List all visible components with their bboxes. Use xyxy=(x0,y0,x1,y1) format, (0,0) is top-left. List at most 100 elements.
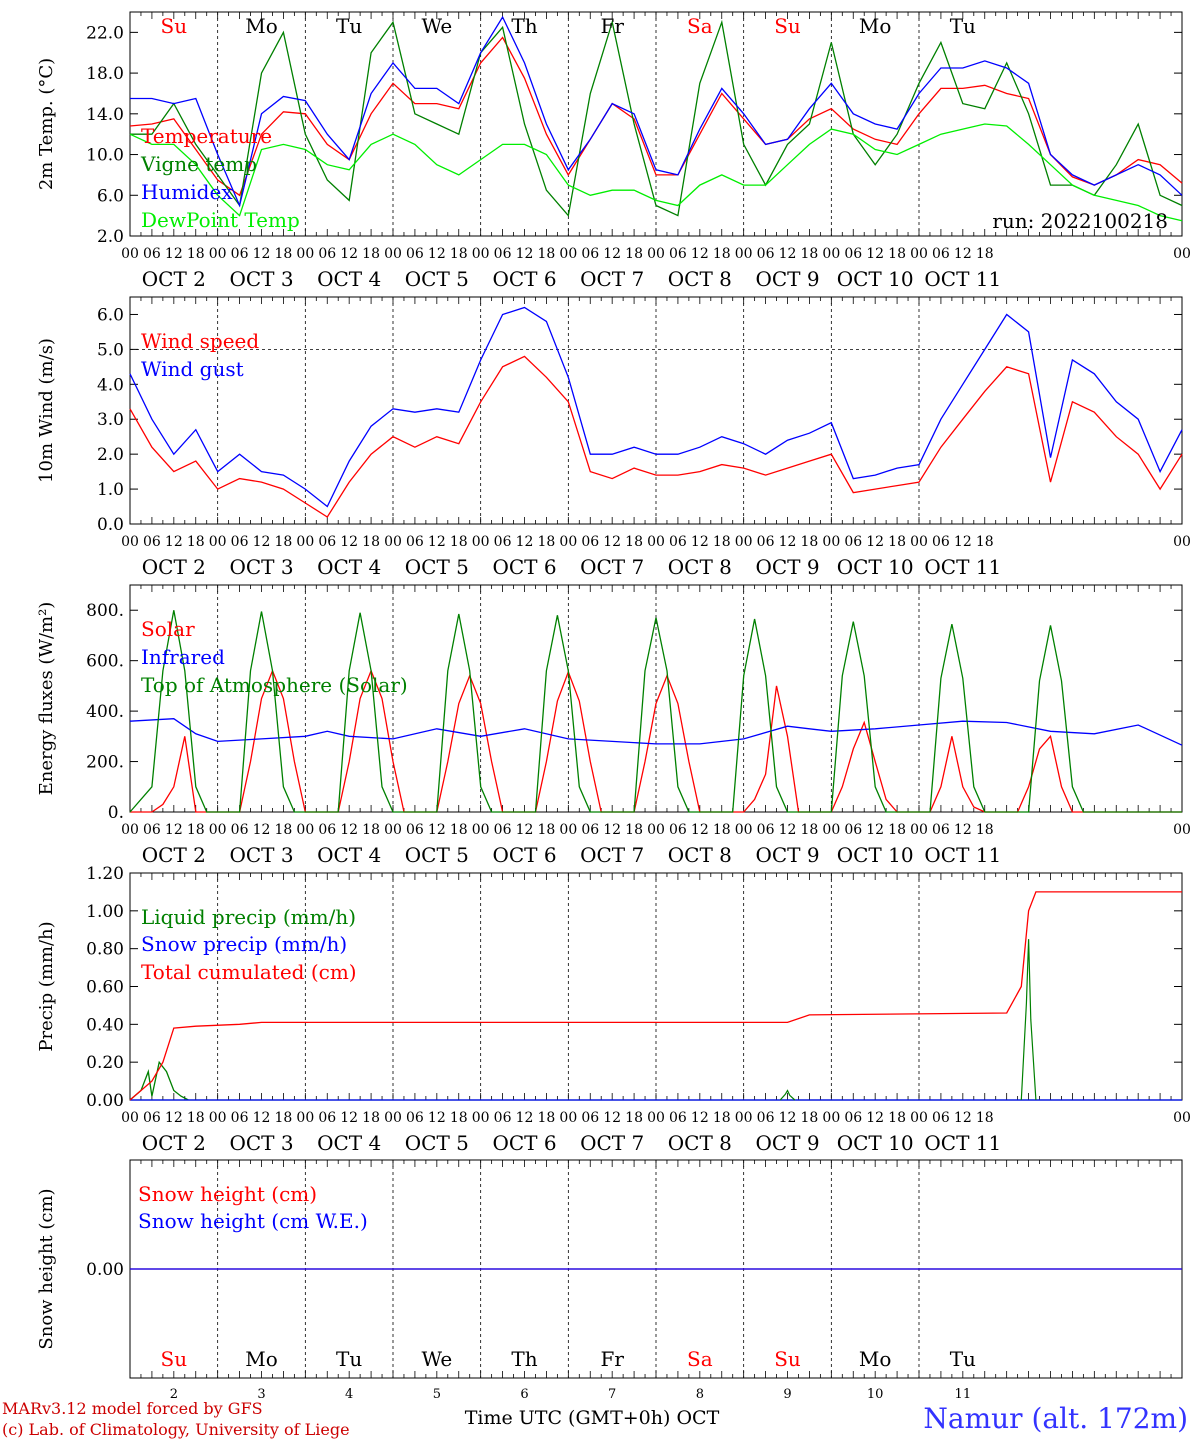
hour-tick-label: 18 xyxy=(888,1110,906,1126)
hour-tick-label: 12 xyxy=(253,246,271,262)
hour-tick-label: 18 xyxy=(538,1110,556,1126)
hour-tick-label: 06 xyxy=(143,822,161,838)
hour-tick-label: 12 xyxy=(603,822,621,838)
day-name: Tu xyxy=(950,14,976,38)
series-line xyxy=(129,355,1183,518)
date-label: OCT 10 xyxy=(837,267,914,291)
hour-tick-label: 18 xyxy=(625,246,643,262)
day-number: 11 xyxy=(955,1387,972,1402)
hour-tick-label: 18 xyxy=(362,822,380,838)
hour-tick-label: 18 xyxy=(713,822,731,838)
hour-tick-label: 06 xyxy=(932,534,950,550)
day-name: Su xyxy=(774,1347,801,1371)
hour-tick-label: 12 xyxy=(165,534,183,550)
hour-tick-label: 00 xyxy=(647,822,665,838)
x-axis-title: Time UTC (GMT+0h) OCT xyxy=(465,1407,720,1429)
day-name: Sa xyxy=(687,14,713,38)
hour-tick-label: 18 xyxy=(450,246,468,262)
day-number: 6 xyxy=(520,1387,528,1402)
hour-tick-label: 00 xyxy=(121,534,139,550)
hour-tick-label: 12 xyxy=(428,534,446,550)
hour-tick-label: 00 xyxy=(209,534,227,550)
series-line xyxy=(129,610,1182,813)
date-label: OCT 7 xyxy=(580,843,644,867)
date-label: OCT 8 xyxy=(668,1131,732,1155)
series-line xyxy=(130,15,1183,208)
date-label: OCT 9 xyxy=(755,843,819,867)
hour-tick-label: 00 xyxy=(209,1110,227,1126)
hour-tick-label: 06 xyxy=(406,246,424,262)
legend-entry: Solar xyxy=(141,617,195,641)
footer-credit: (c) Lab. of Climatology, University of L… xyxy=(2,1420,350,1439)
hour-tick-label: 00 xyxy=(121,246,139,262)
date-label: OCT 4 xyxy=(317,843,381,867)
y-tick-label: 200. xyxy=(86,753,124,773)
series-line xyxy=(129,123,1183,222)
hour-tick-label: 12 xyxy=(866,822,884,838)
hour-tick-label: 18 xyxy=(538,534,556,550)
day-number: 7 xyxy=(608,1387,616,1402)
y-tick-label: 0.00 xyxy=(86,1260,124,1280)
hour-tick-label: 00 xyxy=(1173,1110,1191,1126)
hour-tick-label: 00 xyxy=(822,1110,840,1126)
hour-tick-label: 18 xyxy=(187,534,205,550)
hour-tick-label: 06 xyxy=(581,246,599,262)
hour-tick-label: 06 xyxy=(494,534,512,550)
date-label: OCT 3 xyxy=(229,843,293,867)
hour-tick-label: 18 xyxy=(713,1110,731,1126)
hour-tick-label: 12 xyxy=(866,246,884,262)
hour-tick-label: 06 xyxy=(494,246,512,262)
date-label: OCT 10 xyxy=(837,843,914,867)
day-name: Mo xyxy=(245,14,278,38)
y-tick-label: 22.0 xyxy=(86,23,124,43)
date-label: OCT 8 xyxy=(668,267,732,291)
day-number: 5 xyxy=(433,1387,441,1402)
series-line xyxy=(129,306,1183,508)
hour-tick-label: 18 xyxy=(275,822,293,838)
hour-tick-label: 18 xyxy=(888,246,906,262)
hour-tick-label: 18 xyxy=(976,534,994,550)
y-tick-label: 0.40 xyxy=(86,1015,124,1035)
date-label: OCT 3 xyxy=(229,267,293,291)
date-label: OCT 4 xyxy=(317,555,381,579)
day-name: Mo xyxy=(245,1347,278,1371)
legend-entry: DewPoint Temp xyxy=(141,208,300,232)
hour-tick-label: 12 xyxy=(516,246,534,262)
y-tick-label: 10.0 xyxy=(86,146,124,166)
hour-tick-label: 18 xyxy=(275,534,293,550)
hour-tick-label: 06 xyxy=(231,246,249,262)
hour-tick-label: 06 xyxy=(669,1110,687,1126)
day-name: Sa xyxy=(687,1347,713,1371)
hour-tick-label: 00 xyxy=(472,534,490,550)
hour-tick-label: 18 xyxy=(275,1110,293,1126)
hour-tick-label: 12 xyxy=(691,822,709,838)
y-tick-label: 4.0 xyxy=(97,375,124,395)
hour-tick-label: 00 xyxy=(910,1110,928,1126)
hour-tick-label: 18 xyxy=(450,822,468,838)
hour-tick-label: 18 xyxy=(538,246,556,262)
date-label: OCT 7 xyxy=(580,267,644,291)
hour-tick-label: 00 xyxy=(735,246,753,262)
date-label: OCT 6 xyxy=(492,1131,556,1155)
hour-tick-label: 06 xyxy=(494,1110,512,1126)
hour-tick-label: 00 xyxy=(647,534,665,550)
date-label: OCT 2 xyxy=(142,267,206,291)
series-line xyxy=(129,718,1183,746)
hour-tick-label: 00 xyxy=(472,246,490,262)
hour-tick-label: 12 xyxy=(340,1110,358,1126)
date-label: OCT 10 xyxy=(837,555,914,579)
y-axis-label: 2m Temp. (°C) xyxy=(36,58,57,190)
date-label: OCT 4 xyxy=(317,1131,381,1155)
day-name: Th xyxy=(511,1347,537,1371)
hour-tick-label: 12 xyxy=(954,246,972,262)
date-label: OCT 6 xyxy=(492,843,556,867)
hour-tick-label: 06 xyxy=(143,534,161,550)
y-axis-label: 10m Wind (m/s) xyxy=(36,338,57,483)
hour-tick-label: 06 xyxy=(494,822,512,838)
hour-tick-label: 18 xyxy=(976,1110,994,1126)
hour-tick-label: 06 xyxy=(581,534,599,550)
day-name: Fr xyxy=(600,1347,624,1371)
hour-tick-label: 00 xyxy=(296,534,314,550)
hour-tick-label: 12 xyxy=(165,1110,183,1126)
hour-tick-label: 06 xyxy=(406,534,424,550)
